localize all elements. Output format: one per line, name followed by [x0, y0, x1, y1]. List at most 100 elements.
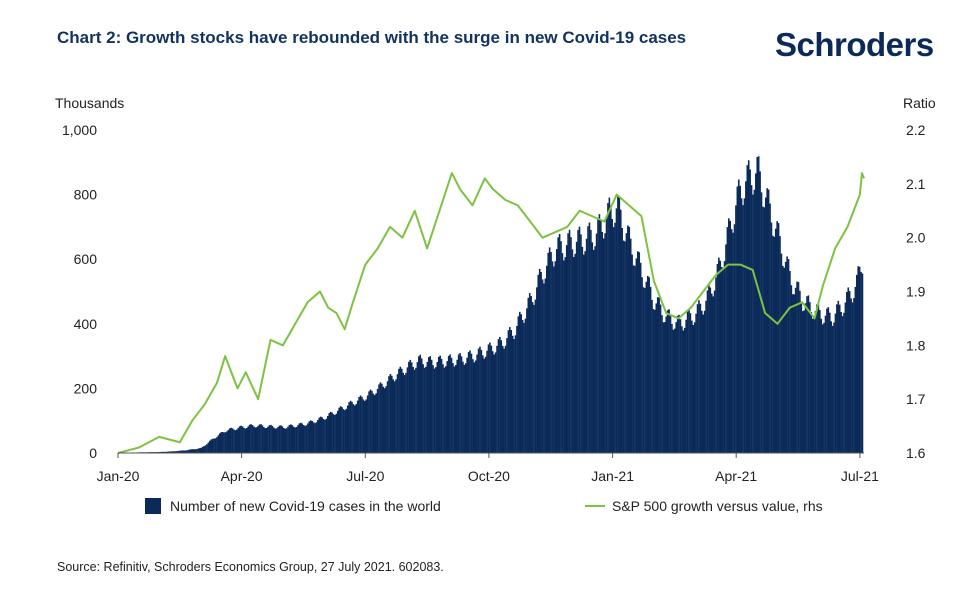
bar [580, 234, 582, 453]
bar [375, 393, 377, 453]
bar [164, 451, 167, 453]
bar [591, 242, 594, 453]
bar [787, 259, 790, 453]
bar [197, 448, 200, 453]
bar [526, 308, 528, 453]
bar [851, 302, 854, 453]
y-tick-label-right: 1.9 [906, 284, 926, 300]
bar [338, 407, 340, 453]
bar [311, 421, 313, 453]
bar [728, 218, 730, 453]
bar [671, 323, 673, 453]
bar [413, 369, 416, 453]
bar [736, 186, 739, 453]
bar [560, 241, 562, 453]
bar [301, 423, 304, 453]
bar [163, 451, 166, 453]
bar [476, 354, 478, 453]
bar [602, 238, 605, 453]
bar [658, 297, 660, 453]
bar [369, 389, 372, 453]
bar [611, 219, 614, 453]
bar [735, 205, 737, 453]
x-tick-label: Apr-20 [221, 468, 263, 484]
bar [363, 400, 366, 453]
bar [769, 203, 771, 453]
x-tick-label: Jul-21 [841, 468, 879, 484]
x-tick-label: Jan-21 [591, 468, 634, 484]
bar [568, 229, 571, 453]
bar [575, 241, 578, 453]
bar [726, 227, 729, 453]
bar [245, 428, 248, 453]
bar [700, 310, 703, 453]
bar [673, 328, 676, 453]
bar [686, 311, 689, 453]
bar [261, 425, 264, 453]
bar [409, 359, 412, 453]
bar [328, 413, 331, 453]
bar [341, 407, 343, 453]
bar [314, 423, 316, 453]
bar [398, 368, 400, 453]
bar [317, 419, 319, 453]
bar [251, 425, 254, 453]
bar [410, 362, 413, 453]
bar [321, 417, 323, 453]
bar [638, 252, 641, 453]
bar [496, 345, 498, 453]
y-tick-label-left: 1,000 [62, 122, 97, 138]
bar [764, 197, 767, 453]
bar [745, 181, 747, 453]
bar [654, 309, 656, 453]
bar [271, 425, 274, 453]
bar [538, 268, 541, 453]
bar [706, 290, 709, 453]
bar [342, 409, 345, 453]
bar [715, 277, 717, 453]
bar [275, 428, 278, 453]
bar [702, 314, 705, 453]
chart-title: Chart 2: Growth stocks have rebounded wi… [57, 28, 687, 47]
bar [518, 311, 521, 453]
bar [354, 405, 356, 453]
bar [348, 402, 350, 453]
bar [490, 345, 493, 453]
bar [455, 365, 457, 453]
bar [474, 360, 477, 453]
bar [516, 325, 518, 453]
bar [189, 449, 191, 453]
bar [847, 287, 850, 453]
bar [646, 275, 649, 453]
bar [209, 440, 211, 453]
bar [789, 270, 791, 453]
bar [608, 197, 611, 453]
bar [499, 336, 501, 453]
bar [334, 415, 336, 453]
bar [817, 303, 820, 453]
bar [565, 245, 568, 453]
bar [287, 426, 289, 453]
bar [221, 431, 224, 453]
bar [285, 428, 288, 453]
bar [280, 425, 282, 453]
bar [800, 302, 803, 453]
bar [241, 426, 244, 453]
bar [786, 256, 788, 453]
bar [550, 252, 552, 453]
bar [521, 320, 524, 453]
bar [288, 424, 291, 453]
bar [500, 340, 503, 453]
bar [351, 401, 353, 453]
bar [396, 374, 399, 453]
bar [466, 357, 468, 453]
bar [506, 338, 508, 453]
bar [386, 381, 389, 453]
bar [689, 313, 692, 453]
bar [272, 427, 275, 453]
bar [807, 295, 810, 453]
bar [533, 304, 535, 453]
axes-group: 0 200 400 600 800 1,000 1.6 1.7 1.8 1.9 2.0 2.1 2.2 J… [62, 122, 926, 484]
bar [750, 185, 753, 453]
bar [648, 277, 650, 453]
